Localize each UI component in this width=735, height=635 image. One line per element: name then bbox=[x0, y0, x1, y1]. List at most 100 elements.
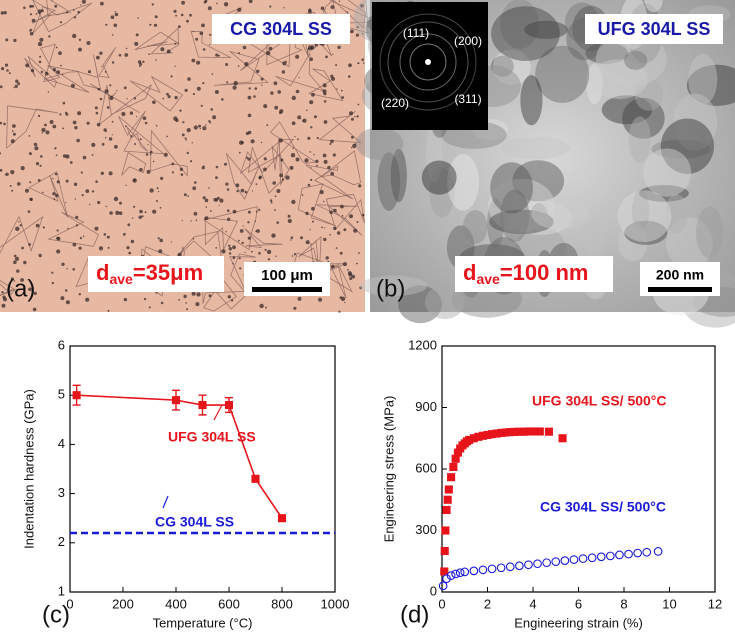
grain bbox=[520, 75, 543, 126]
pit bbox=[183, 294, 187, 299]
pit bbox=[294, 136, 296, 138]
pit bbox=[316, 136, 319, 140]
pit bbox=[134, 41, 139, 46]
pit bbox=[61, 262, 65, 266]
pit bbox=[335, 64, 338, 67]
pit bbox=[309, 229, 311, 231]
pit bbox=[125, 125, 127, 128]
micrograph-a-labels: CG 304L SS dave=35μm 100 μm (a) bbox=[6, 14, 350, 302]
scale-bar bbox=[252, 287, 322, 292]
grain bbox=[582, 219, 605, 257]
d-value: =35μm bbox=[133, 260, 203, 285]
y-tick-label: 4 bbox=[58, 436, 65, 451]
x-axis-title: Engineering strain (%) bbox=[514, 615, 643, 630]
pit bbox=[10, 170, 15, 175]
pit bbox=[253, 95, 256, 98]
pit bbox=[295, 157, 300, 162]
grain-boundary bbox=[6, 105, 59, 149]
grain-boundary bbox=[318, 110, 362, 144]
pit bbox=[42, 191, 44, 194]
pit bbox=[239, 140, 244, 145]
pit bbox=[118, 211, 123, 215]
pit bbox=[77, 10, 80, 14]
pit bbox=[221, 249, 226, 254]
pit bbox=[41, 127, 46, 133]
pit bbox=[107, 246, 110, 249]
d-symbol: d bbox=[96, 260, 109, 285]
pit bbox=[212, 115, 217, 120]
grain bbox=[531, 197, 588, 230]
pit bbox=[237, 239, 240, 242]
pit bbox=[266, 124, 269, 127]
pit bbox=[198, 124, 202, 128]
grain bbox=[508, 201, 573, 235]
grain-boundary bbox=[31, 6, 57, 34]
pit bbox=[186, 19, 189, 23]
pit bbox=[119, 201, 122, 205]
pit bbox=[344, 301, 346, 304]
pit bbox=[204, 217, 206, 220]
ring bbox=[387, 21, 469, 103]
pit bbox=[259, 303, 264, 309]
pit bbox=[32, 307, 37, 312]
pit bbox=[114, 11, 116, 13]
pit bbox=[208, 294, 212, 298]
grain-boundary bbox=[319, 150, 362, 186]
grain bbox=[586, 63, 603, 105]
pit bbox=[260, 141, 263, 144]
marker bbox=[438, 581, 448, 591]
panel-title: UFG 304L SS bbox=[598, 19, 711, 39]
grain-boundary bbox=[332, 0, 367, 29]
pit bbox=[180, 173, 184, 176]
y-tick-label: 1 bbox=[58, 583, 65, 598]
pit bbox=[209, 33, 212, 36]
pit bbox=[309, 151, 312, 153]
pit bbox=[0, 121, 2, 125]
pit bbox=[96, 55, 100, 60]
pit bbox=[298, 76, 300, 78]
grain bbox=[512, 160, 565, 202]
pit bbox=[232, 245, 236, 250]
pit bbox=[85, 189, 90, 194]
pit bbox=[361, 32, 364, 35]
pit bbox=[255, 210, 258, 213]
grain bbox=[500, 0, 540, 49]
x-tick-label: 400 bbox=[165, 596, 187, 611]
pit bbox=[270, 201, 273, 204]
pit bbox=[223, 2, 229, 7]
pit bbox=[108, 137, 113, 141]
pit bbox=[139, 209, 143, 214]
pit bbox=[283, 7, 285, 9]
pit bbox=[28, 135, 31, 137]
pit bbox=[18, 221, 20, 223]
pit bbox=[321, 226, 323, 229]
pit bbox=[130, 135, 133, 137]
pit bbox=[351, 274, 356, 279]
pit bbox=[329, 143, 332, 145]
marker bbox=[624, 549, 633, 559]
pit bbox=[225, 231, 227, 233]
ring-index: (111) bbox=[403, 26, 429, 40]
pit bbox=[311, 206, 315, 211]
x-tick-label: 600 bbox=[218, 596, 240, 611]
pit bbox=[180, 13, 184, 17]
pit bbox=[162, 97, 165, 100]
pit bbox=[358, 252, 360, 254]
pit bbox=[123, 86, 127, 90]
pit bbox=[109, 84, 112, 87]
pit bbox=[55, 154, 58, 157]
panel-label: (d) bbox=[400, 601, 429, 628]
pit bbox=[75, 224, 79, 227]
grain bbox=[535, 45, 590, 103]
pit bbox=[285, 175, 290, 180]
pit bbox=[360, 3, 364, 8]
pit bbox=[97, 87, 101, 91]
pit bbox=[276, 189, 281, 193]
pit bbox=[187, 195, 189, 197]
pit bbox=[330, 139, 334, 144]
pit bbox=[124, 53, 129, 57]
pit bbox=[20, 278, 24, 282]
grain-boundary bbox=[150, 129, 188, 177]
pit bbox=[138, 215, 142, 219]
